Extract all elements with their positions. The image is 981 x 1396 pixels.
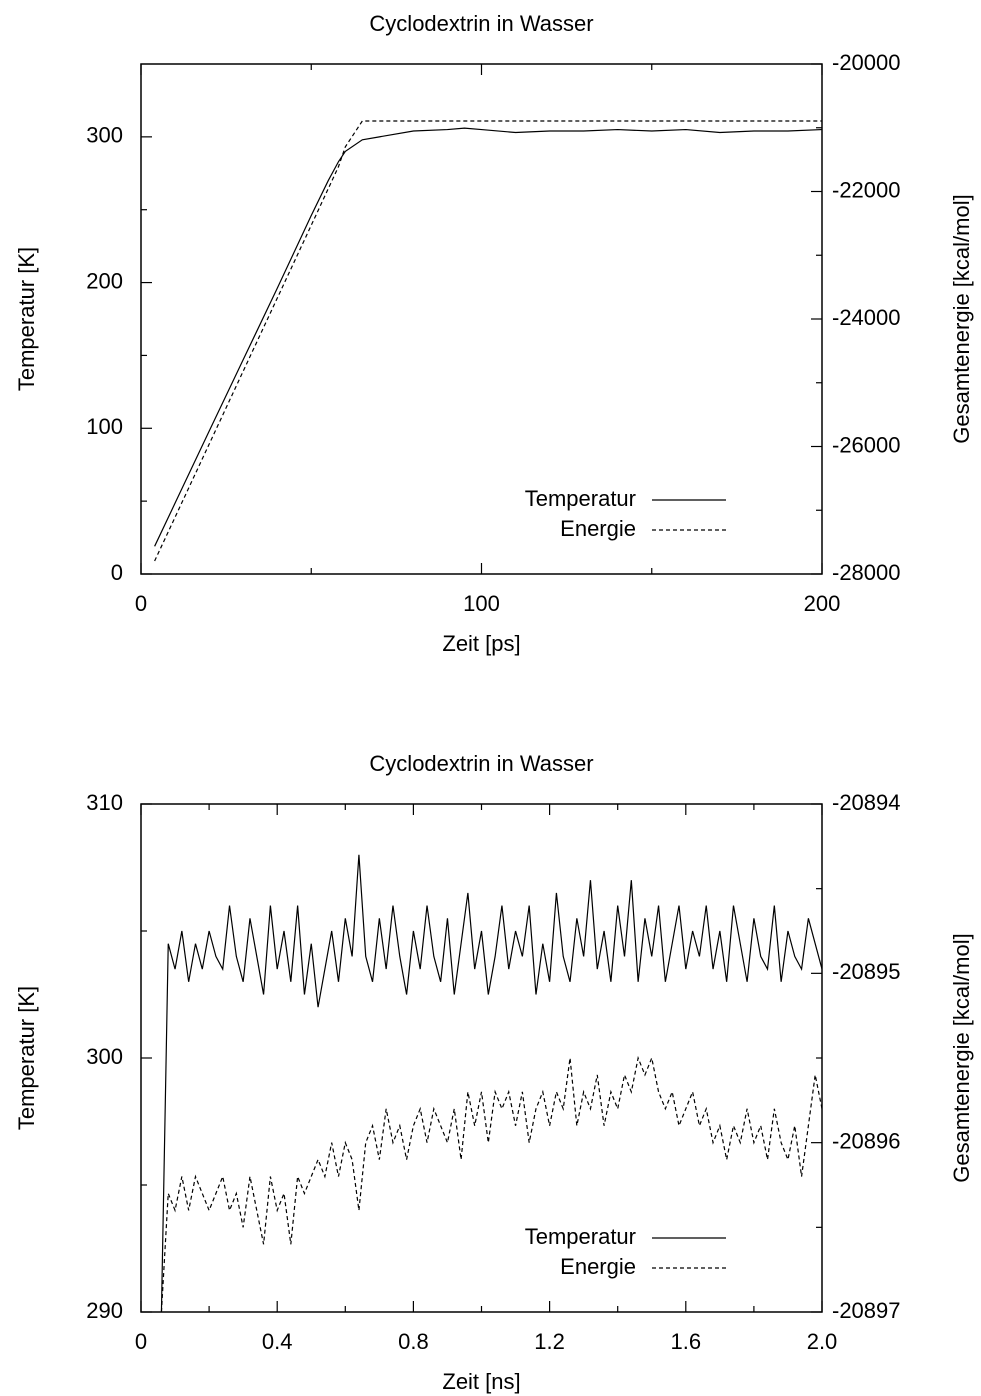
y2-axis-label: Gesamtenergie [kcal/mol] [949, 933, 974, 1182]
y-tick-label: 300 [86, 1044, 123, 1069]
x-tick-label: 1.6 [671, 1329, 702, 1354]
y2-tick-label: -22000 [832, 177, 901, 202]
y-axis-label: Temperatur [K] [14, 986, 39, 1130]
legend-label: Temperatur [525, 1224, 636, 1249]
series-line [160, 1055, 822, 1312]
x-tick-label: 2.0 [807, 1329, 838, 1354]
legend-label: Energie [560, 516, 636, 541]
y2-tick-label: -20000 [832, 50, 901, 75]
x-tick-label: 0.8 [398, 1329, 429, 1354]
x-axis-label: Zeit [ns] [442, 1369, 520, 1394]
y-tick-label: 300 [86, 123, 123, 148]
x-tick-label: 200 [804, 591, 841, 616]
series-line [154, 127, 822, 547]
x-tick-label: 100 [463, 591, 500, 616]
plot-frame [140, 803, 823, 1313]
y2-axis-label: Gesamtenergie [kcal/mol] [949, 194, 974, 443]
x-tick-label: 0 [135, 591, 147, 616]
y-tick-label: 100 [86, 414, 123, 439]
plot-frame [140, 63, 823, 575]
series-line [160, 854, 822, 1312]
chart-title: Cyclodextrin in Wasser [369, 751, 593, 776]
y2-tick-label: -24000 [832, 305, 901, 330]
legend-label: Energie [560, 1254, 636, 1279]
y-tick-label: 310 [86, 790, 123, 815]
x-axis-label: Zeit [ps] [442, 631, 520, 656]
legend-label: Temperatur [525, 486, 636, 511]
y2-tick-label: -26000 [832, 432, 901, 457]
y2-tick-label: -20894 [832, 790, 901, 815]
y-axis-label: Temperatur [K] [14, 247, 39, 391]
y2-tick-label: -20896 [832, 1128, 901, 1153]
y-tick-label: 200 [86, 268, 123, 293]
x-tick-label: 1.2 [534, 1329, 565, 1354]
series-line [154, 120, 822, 562]
x-tick-label: 0 [135, 1329, 147, 1354]
y2-tick-label: -20895 [832, 959, 901, 984]
x-tick-label: 0.4 [262, 1329, 293, 1354]
y2-tick-label: -20897 [832, 1298, 901, 1323]
y-tick-label: 290 [86, 1298, 123, 1323]
y-tick-label: 0 [111, 560, 123, 585]
y2-tick-label: -28000 [832, 560, 901, 585]
chart-title: Cyclodextrin in Wasser [369, 11, 593, 36]
